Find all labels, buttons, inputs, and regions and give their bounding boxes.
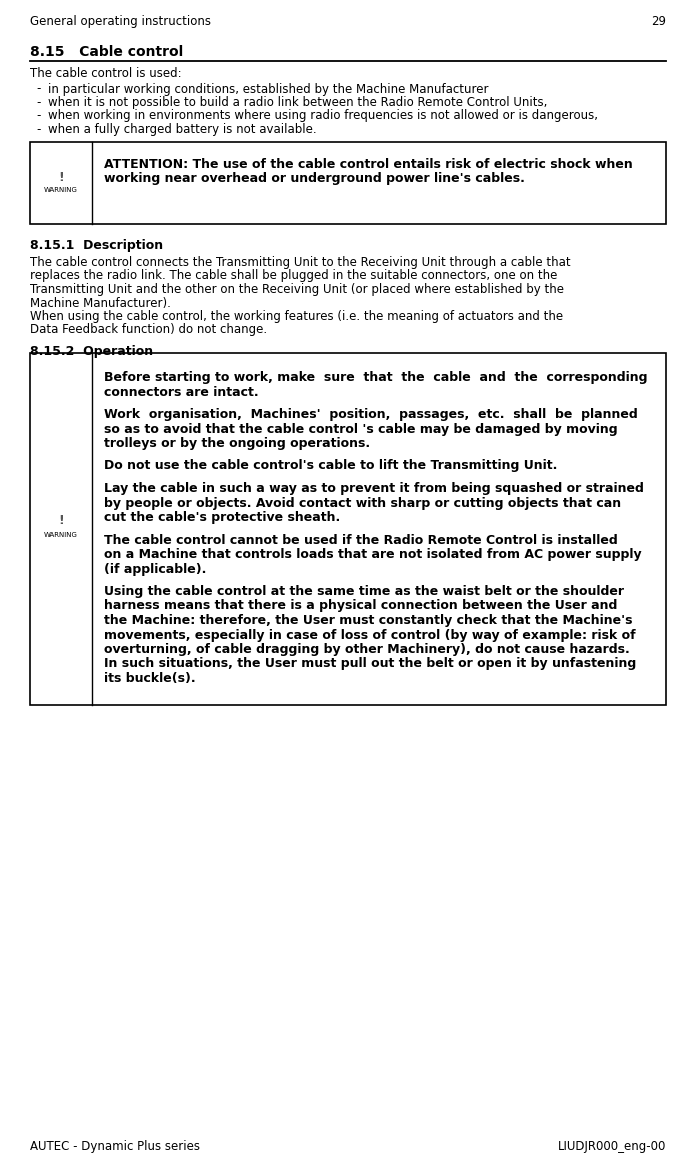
Text: Work  organisation,  Machines'  position,  passages,  etc.  shall  be  planned: Work organisation, Machines' position, p… [104,408,638,421]
Text: movements, especially in case of loss of control (by way of example: risk of: movements, especially in case of loss of… [104,629,635,642]
Text: When using the cable control, the working features (i.e. the meaning of actuator: When using the cable control, the workin… [30,310,563,323]
Text: in particular working conditions, established by the Machine Manufacturer: in particular working conditions, establ… [48,83,489,96]
Text: The cable control is used:: The cable control is used: [30,67,182,81]
Text: -: - [36,110,40,123]
Text: LIUDJR000_eng-00: LIUDJR000_eng-00 [557,1140,666,1153]
Text: when a fully charged battery is not available.: when a fully charged battery is not avai… [48,123,317,137]
Text: working near overhead or underground power line's cables.: working near overhead or underground pow… [104,172,525,186]
Text: cut the cable's protective sheath.: cut the cable's protective sheath. [104,511,340,524]
Text: trolleys or by the ongoing operations.: trolleys or by the ongoing operations. [104,436,370,450]
Bar [30,141,666,224]
Text: WARNING: WARNING [44,188,78,194]
Text: overturning, of cable dragging by other Machinery), do not cause hazards.: overturning, of cable dragging by other … [104,643,630,656]
Text: -: - [36,96,40,109]
Text: Lay the cable in such a way as to prevent it from being squashed or strained: Lay the cable in such a way as to preven… [104,482,644,495]
Text: !: ! [58,172,64,184]
Text: Transmitting Unit and the other on the Receiving Unit (or placed where establish: Transmitting Unit and the other on the R… [30,284,564,296]
Text: (if applicable).: (if applicable). [104,562,207,575]
Text: when working in environments where using radio frequencies is not allowed or is : when working in environments where using… [48,110,598,123]
Text: so as to avoid that the cable control 's cable may be damaged by moving: so as to avoid that the cable control 's… [104,422,617,435]
Text: harness means that there is a physical connection between the User and: harness means that there is a physical c… [104,600,617,613]
Text: on a Machine that controls loads that are not isolated from AC power supply: on a Machine that controls loads that ar… [104,548,642,561]
Text: 8.15.1  Description: 8.15.1 Description [30,239,163,252]
Text: replaces the radio link. The cable shall be plugged in the suitable connectors, : replaces the radio link. The cable shall… [30,270,557,282]
Text: AUTEC - Dynamic Plus series: AUTEC - Dynamic Plus series [30,1140,200,1153]
Text: !: ! [58,515,64,527]
Text: Do not use the cable control's cable to lift the Transmitting Unit.: Do not use the cable control's cable to … [104,460,557,473]
Text: WARNING: WARNING [44,532,78,538]
Text: ATTENTION: The use of the cable control entails risk of electric shock when: ATTENTION: The use of the cable control … [104,158,633,170]
Text: In such situations, the User must pull out the belt or open it by unfastening: In such situations, the User must pull o… [104,657,636,671]
Text: Machine Manufacturer).: Machine Manufacturer). [30,296,171,309]
Text: -: - [36,83,40,96]
Text: the Machine: therefore, the User must constantly check that the Machine's: the Machine: therefore, the User must co… [104,614,633,627]
Text: Data Feedback function) do not change.: Data Feedback function) do not change. [30,323,267,336]
Text: 8.15.2  Operation: 8.15.2 Operation [30,345,153,358]
Text: when it is not possible to build a radio link between the Radio Remote Control U: when it is not possible to build a radio… [48,96,547,109]
Text: 29: 29 [651,15,666,28]
Text: -: - [36,123,40,137]
Text: The cable control cannot be used if the Radio Remote Control is installed: The cable control cannot be used if the … [104,533,618,546]
Text: Using the cable control at the same time as the waist belt or the shoulder: Using the cable control at the same time… [104,585,624,598]
Text: its buckle(s).: its buckle(s). [104,672,196,685]
Text: General operating instructions: General operating instructions [30,15,211,28]
Text: by people or objects. Avoid contact with sharp or cutting objects that can: by people or objects. Avoid contact with… [104,496,621,510]
Bar [30,352,666,705]
Text: Before starting to work, make  sure  that  the  cable  and  the  corresponding: Before starting to work, make sure that … [104,371,647,384]
Text: 8.15   Cable control: 8.15 Cable control [30,46,183,60]
Text: connectors are intact.: connectors are intact. [104,385,259,398]
Text: The cable control connects the Transmitting Unit to the Receiving Unit through a: The cable control connects the Transmitt… [30,256,571,270]
